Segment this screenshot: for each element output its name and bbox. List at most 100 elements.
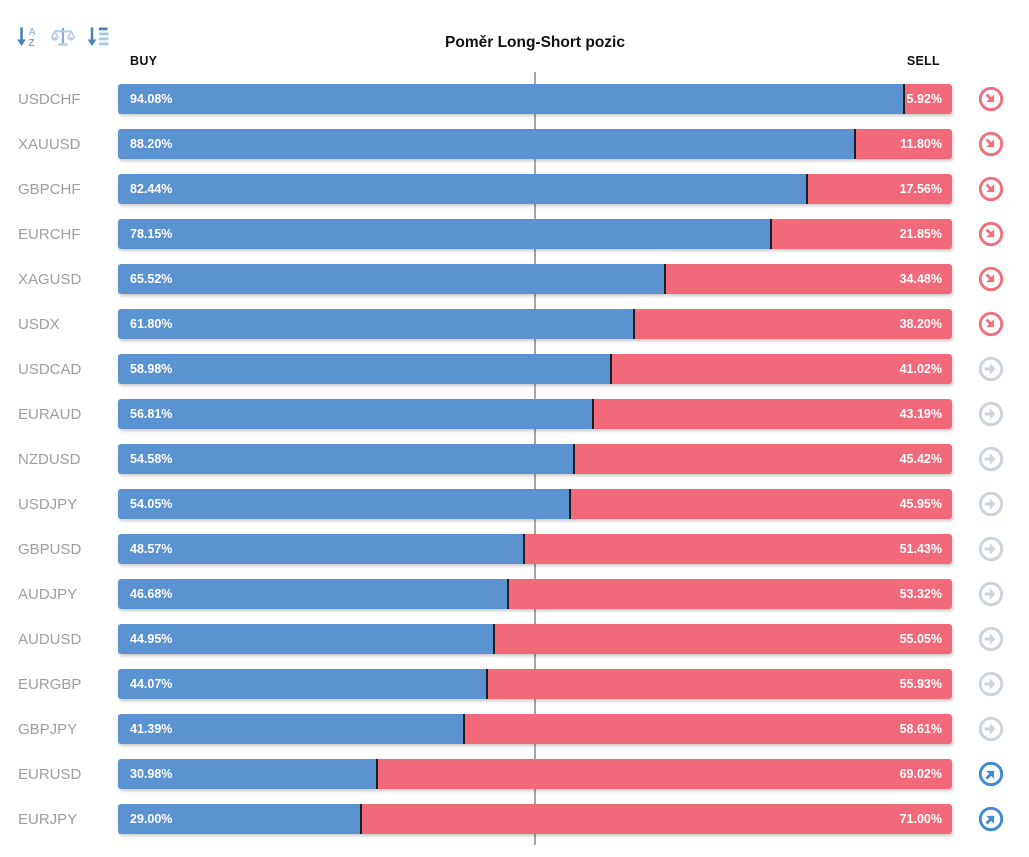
sell-bar[interactable]: 34.48% [666, 264, 952, 294]
buy-bar[interactable]: 58.98% [118, 354, 610, 384]
signal-column [952, 581, 1029, 607]
pair-label: EURUSD [18, 765, 82, 783]
buy-percent-label: 78.15% [130, 227, 173, 241]
table-row: EURGBP 44.07% 55.93% [0, 669, 1029, 699]
table-row: USDJPY 54.05% 45.95% [0, 489, 1029, 519]
bar-divider [633, 309, 636, 339]
ratio-rows: USDCHF 94.08% 5.92% [0, 84, 1029, 849]
sell-percent-label: 58.61% [899, 722, 942, 736]
buy-bar[interactable]: 48.57% [118, 534, 524, 564]
ratio-bar: 94.08% 5.92% [118, 84, 952, 114]
sell-bar[interactable]: 17.56% [807, 174, 952, 204]
table-row: AUDJPY 46.68% 53.32% [0, 579, 1029, 609]
bar-divider [769, 219, 772, 249]
signal-column [952, 446, 1029, 472]
sell-percent-label: 41.02% [899, 362, 942, 376]
buy-bar[interactable]: 54.05% [118, 489, 569, 519]
neutral-signal-icon [978, 716, 1003, 742]
buy-bar[interactable]: 30.98% [118, 759, 377, 789]
signal-column [952, 491, 1029, 517]
bar-divider [463, 714, 466, 744]
sell-percent-label: 51.43% [899, 542, 942, 556]
bar-divider [359, 804, 362, 834]
ratio-bar: 29.00% 71.00% [118, 804, 952, 834]
sell-signal-icon [978, 131, 1003, 157]
sell-bar[interactable]: 38.20% [635, 309, 952, 339]
table-row: AUDUSD 44.95% 55.05% [0, 624, 1029, 654]
ratio-bar: 30.98% 69.02% [118, 759, 952, 789]
buy-bar[interactable]: 65.52% [118, 264, 665, 294]
sell-bar[interactable]: 43.19% [593, 399, 952, 429]
buy-bar[interactable]: 61.80% [118, 309, 634, 339]
signal-column [952, 86, 1029, 112]
sell-percent-label: 69.02% [899, 767, 942, 781]
bar-divider [591, 399, 594, 429]
sell-bar[interactable]: 69.02% [378, 759, 952, 789]
signal-column [952, 131, 1029, 157]
pair-label: GBPJPY [18, 720, 78, 738]
sell-bar[interactable]: 45.95% [570, 489, 952, 519]
table-row: USDCAD 58.98% 41.02% [0, 354, 1029, 384]
signal-column [952, 536, 1029, 562]
buy-bar[interactable]: 82.44% [118, 174, 806, 204]
signal-column [952, 266, 1029, 292]
buy-bar[interactable]: 29.00% [118, 804, 360, 834]
sell-bar[interactable]: 55.93% [487, 669, 952, 699]
table-row: NZDUSD 54.58% 45.42% [0, 444, 1029, 474]
table-row: XAUUSD 88.20% 11.80% [0, 129, 1029, 159]
sell-bar[interactable]: 45.42% [575, 444, 952, 474]
buy-percent-label: 54.05% [130, 497, 173, 511]
table-row: XAGUSD 65.52% 34.48% [0, 264, 1029, 294]
sell-percent-label: 71.00% [899, 812, 942, 826]
sell-bar[interactable]: 11.80% [855, 129, 952, 159]
signal-column [952, 401, 1029, 427]
balance-scale-icon[interactable] [50, 25, 76, 48]
bar-divider [664, 264, 667, 294]
ratio-bar: 44.07% 55.93% [118, 669, 952, 699]
bar-divider [507, 579, 510, 609]
buy-bar[interactable]: 54.58% [118, 444, 574, 474]
table-row: EURUSD 30.98% 69.02% [0, 759, 1029, 789]
table-row: EURCHF 78.15% 21.85% [0, 219, 1029, 249]
sort-amount-icon[interactable] [85, 25, 111, 48]
sell-bar[interactable]: 5.92% [904, 84, 952, 114]
neutral-signal-icon [978, 671, 1003, 697]
neutral-signal-icon [978, 536, 1003, 562]
table-row: USDCHF 94.08% 5.92% [0, 84, 1029, 114]
buy-percent-label: 41.39% [130, 722, 173, 736]
ratio-bar: 46.68% 53.32% [118, 579, 952, 609]
table-row: GBPCHF 82.44% 17.56% [0, 174, 1029, 204]
buy-bar[interactable]: 94.08% [118, 84, 903, 114]
sell-bar[interactable]: 21.85% [771, 219, 952, 249]
page-title: Poměr Long-Short pozic [445, 34, 625, 51]
pair-label: GBPCHF [18, 180, 81, 198]
table-row: GBPUSD 48.57% 51.43% [0, 534, 1029, 564]
sell-bar[interactable]: 71.00% [361, 804, 952, 834]
buy-bar[interactable]: 46.68% [118, 579, 508, 609]
ratio-bar: 58.98% 41.02% [118, 354, 952, 384]
sell-bar[interactable]: 53.32% [509, 579, 952, 609]
sell-bar[interactable]: 58.61% [465, 714, 952, 744]
buy-bar[interactable]: 41.39% [118, 714, 464, 744]
pair-label: GBPUSD [18, 540, 82, 558]
neutral-signal-icon [978, 401, 1003, 427]
sell-percent-label: 55.93% [899, 677, 942, 691]
sort-alphabetical-icon[interactable]: A Z [15, 25, 41, 49]
bar-divider [853, 129, 856, 159]
buy-bar[interactable]: 56.81% [118, 399, 592, 429]
sell-bar[interactable]: 41.02% [611, 354, 952, 384]
buy-bar[interactable]: 44.07% [118, 669, 486, 699]
buy-bar[interactable]: 88.20% [118, 129, 854, 159]
buy-bar[interactable]: 44.95% [118, 624, 493, 654]
buy-percent-label: 46.68% [130, 587, 173, 601]
sell-bar[interactable]: 55.05% [494, 624, 952, 654]
sell-bar[interactable]: 51.43% [525, 534, 952, 564]
signal-column [952, 626, 1029, 652]
pair-label: EURCHF [18, 225, 81, 243]
pair-label: XAUUSD [18, 135, 81, 153]
signal-column [952, 806, 1029, 832]
sell-signal-icon [978, 311, 1003, 337]
neutral-signal-icon [978, 491, 1003, 517]
bar-divider [573, 444, 576, 474]
buy-bar[interactable]: 78.15% [118, 219, 770, 249]
